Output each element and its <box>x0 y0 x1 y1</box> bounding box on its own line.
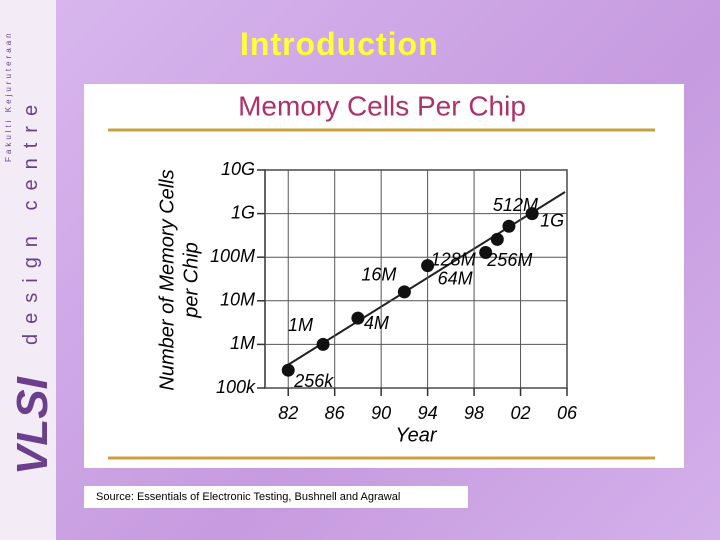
data-label: 128M <box>431 249 476 269</box>
data-label: 256k <box>293 371 334 391</box>
data-point <box>351 311 365 325</box>
data-label: 1G <box>540 210 564 230</box>
data-point <box>479 246 493 260</box>
x-tick-label: 98 <box>464 403 484 423</box>
chart-panel <box>84 84 684 468</box>
trend-line <box>282 191 566 369</box>
y-tick-label: 10M <box>220 290 255 310</box>
data-point <box>316 337 330 351</box>
data-point <box>490 232 504 246</box>
x-tick-label: 02 <box>511 403 531 423</box>
x-axis-title: Year <box>395 424 437 446</box>
data-point <box>281 363 295 377</box>
data-label: 64M <box>438 268 473 288</box>
y-axis-title: Number of Memory Cells <box>156 169 178 390</box>
y-tick-label: 100M <box>210 246 255 266</box>
data-label: 16M <box>361 265 396 285</box>
y-axis-title: per Chip <box>180 242 202 319</box>
sidebar: VLSI design centre Fakulti Kejuruteraan <box>0 0 57 540</box>
y-tick-label: 1M <box>230 333 255 353</box>
data-label: 4M <box>364 313 389 333</box>
data-label: 1M <box>288 315 313 335</box>
y-tick-label: 100k <box>216 377 256 397</box>
data-point <box>421 259 435 273</box>
data-point <box>525 207 539 221</box>
y-tick-label: 10G <box>221 159 255 179</box>
x-tick-label: 06 <box>557 403 578 423</box>
data-point <box>397 285 411 299</box>
data-point <box>502 219 516 233</box>
source-note: Source: Essentials of Electronic Testing… <box>84 486 468 508</box>
x-tick-label: 90 <box>371 403 391 423</box>
x-tick-label: 94 <box>418 403 438 423</box>
x-tick-label: 86 <box>325 403 346 423</box>
slide-title: Introduction <box>240 26 439 62</box>
y-tick-label: 1G <box>231 202 255 222</box>
data-label: 256M <box>486 250 532 270</box>
data-label: 512M <box>493 195 538 215</box>
chart-title: Memory Cells Per Chip <box>238 90 526 121</box>
x-tick-label: 82 <box>278 403 298 423</box>
